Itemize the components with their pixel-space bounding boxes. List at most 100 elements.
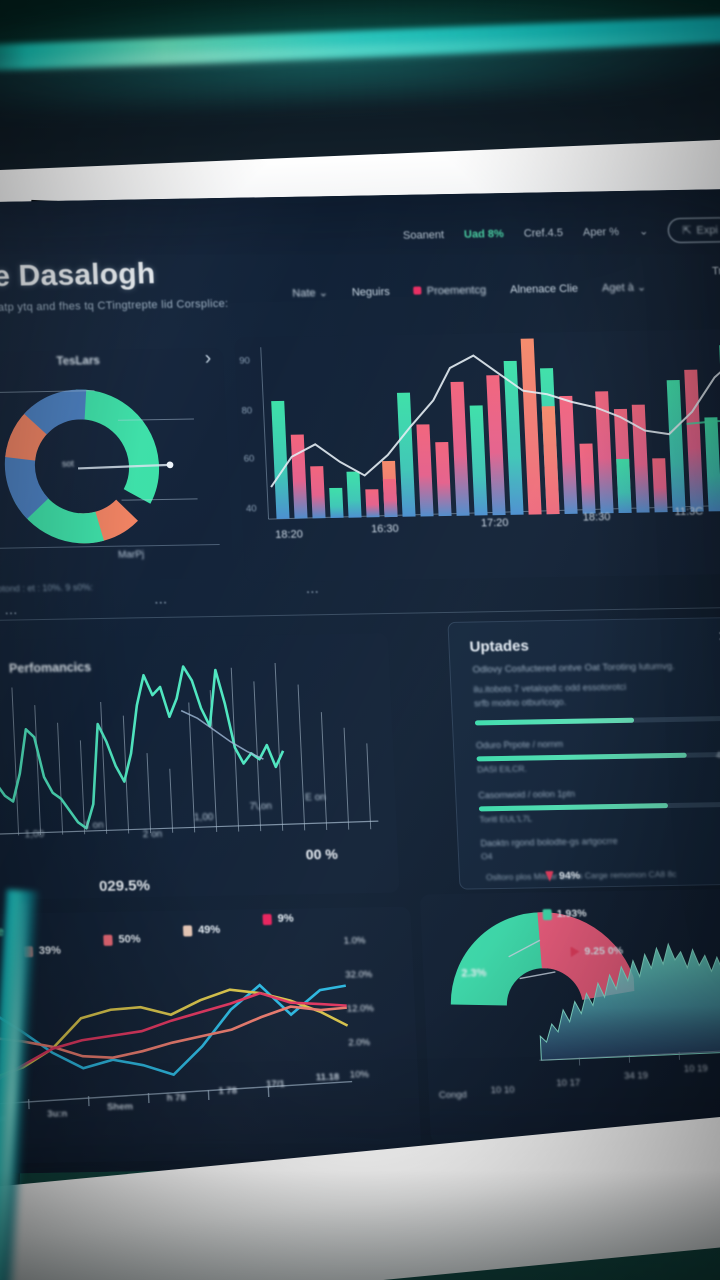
bar-x-tick-0: 18:20 (275, 528, 304, 541)
legend-item-3[interactable]: 9% (262, 913, 294, 926)
bar-x-tick-3: 18:30 (582, 511, 611, 524)
updates-panel-subtitle: Odlovy Cosfuctered ontve Oat Toroting lu… (472, 660, 675, 676)
gauge-chart-card: 94% 2.3% 1.93% (419, 870, 720, 1145)
subnav-item-0[interactable]: Nate ⌄ (292, 287, 329, 300)
top-navigation: Soanent Uad 8% Cref.4.5 Aper % ⌄ ⇱ Expi (402, 217, 720, 248)
updates-row-label: Daoktn rgond bolodte-gs artgocrre (480, 835, 618, 849)
chevron-down-icon[interactable]: ⌄ (638, 225, 649, 238)
multiline-x-tick-6: 11.18 (315, 1071, 340, 1084)
bar-y-tick-0: 90 (239, 355, 251, 367)
topnav-item-2[interactable]: Cref.4.5 (523, 226, 564, 240)
subnav-item-1[interactable]: Neguirs (351, 285, 391, 299)
gauge-x-tick-2: 10 17 (556, 1077, 581, 1089)
topnav-item-0[interactable]: Soanent (402, 228, 445, 242)
gauge-x-tick-0: Congd (438, 1089, 468, 1101)
bar-x-tick-4: 11:3C (674, 505, 704, 519)
performance-chart-card: Perfomancics uing (0, 633, 400, 902)
performance-x-tick-4: 1,00 (193, 812, 214, 824)
donut-caption: ght Taulserotond : et : 10%. 9 s0%: (0, 582, 94, 595)
chevron-down-icon: ⌄ (636, 281, 647, 294)
updates-lead-line-2: srfb modno otburlcogo. (473, 696, 567, 709)
status-dot-icon (413, 285, 422, 295)
chevron-right-icon[interactable]: › (204, 348, 212, 370)
multiline-right-tick-2: 12.0% (346, 1003, 375, 1015)
updates-row-note: Toritl EUL'L7L (479, 813, 533, 825)
square-icon (262, 913, 272, 925)
updates-panel: Uptades ✕ Odlovy Cosfuctered ontve Oat T… (447, 616, 720, 890)
dashboard: tace Dasalogh s trathdi atp ytq and fhes… (0, 189, 720, 1175)
legend-item-2[interactable]: 49% (182, 924, 220, 937)
progress-fill (476, 752, 687, 762)
gauge-x-tick-4: 10 19 (683, 1063, 708, 1075)
bar-y-tick-3: 40 (245, 503, 257, 515)
performance-secondary-value: 00 % (305, 845, 339, 863)
topnav-item-3[interactable]: Aper % (582, 225, 620, 239)
subnav-right-label[interactable]: Trvelch (711, 264, 720, 278)
bar-y-tick-2: 60 (243, 453, 255, 465)
bar-x-tick-2: 17:20 (480, 516, 509, 530)
multiline-right-tick-0: 1.0% (343, 935, 366, 947)
multiline-chart-card: Performanice 39% 50% 49% 9% Ben (0, 906, 422, 1166)
donut-card-title: TesLars (56, 355, 101, 368)
gauge-segment-label: 2.3% (461, 967, 487, 980)
kebab-menu-icon[interactable]: ⋯ (305, 584, 322, 600)
donut-center-label: sot (61, 458, 75, 469)
shield-icon (103, 934, 113, 946)
kebab-menu-icon[interactable]: ⋯ (4, 605, 20, 621)
progress-fill (478, 803, 669, 812)
updates-panel-footer: Osltoro plos Mitoar Lutins Carge remomon… (485, 868, 677, 883)
bar-y-tick-1: 80 (241, 405, 253, 417)
updates-row: Casomwoid / oolon 1ptn 9 % Toritl EUL'L7… (478, 786, 720, 824)
export-button-label: Expi (696, 223, 719, 237)
topnav-item-1[interactable]: Uad 8% (463, 227, 505, 241)
gauge-indicator-0: 1.93% (542, 907, 587, 920)
bar-x-tick-1: 16:30 (370, 522, 399, 536)
square-icon (542, 908, 553, 920)
monitor-screen: tace Dasalogh s trathdi atp ytq and fhes… (0, 188, 720, 1176)
updates-row (474, 710, 720, 726)
progress-fill (474, 717, 634, 726)
gauge-x-tick-1: 10 10 (490, 1084, 515, 1097)
updates-row-label: Oduro Prpote / nornm (475, 738, 564, 751)
updates-panel-title: Uptades (469, 637, 530, 656)
bar-chart (260, 338, 720, 520)
page-title: tace Dasalogh (0, 257, 157, 294)
performance-line-chart (0, 662, 379, 839)
kebab-menu-icon[interactable]: ⋯ (153, 594, 170, 611)
export-button[interactable]: ⇱ Expi (667, 217, 720, 244)
updates-row-note: O4 (480, 851, 493, 862)
subnav-item-4[interactable]: Aget à ⌄ (601, 281, 647, 295)
subnav-item-3[interactable]: Alnenace Clie (509, 282, 579, 296)
gauge-x-tick-3: 34 19 (623, 1070, 649, 1082)
performance-x-tick-3: 2 on (142, 828, 163, 841)
legend-item-1[interactable]: 50% (103, 933, 141, 946)
donut-chart (4, 389, 174, 544)
spark-area-chart (539, 942, 720, 1066)
multiline-right-tick-1: 32.0% (345, 969, 373, 981)
donut-axis-label: MarPj (117, 549, 145, 561)
performance-x-tick-1: 1,00 (24, 828, 45, 841)
export-icon: ⇱ (682, 224, 692, 237)
updates-lead-line-1: ilu.itobots 7 vetalopdtc odd essotorotci (473, 681, 627, 695)
donut-card-header: ‹ TesLars › (0, 348, 224, 375)
updates-row-label: Casomwoid / oolon 1ptn (478, 788, 576, 801)
multiline-x-tick-1: 3u:n (47, 1108, 68, 1120)
donut-chart-card: ‹ TesLars › sot (0, 347, 234, 595)
multiline-x-tick-3: h 78 (166, 1092, 186, 1104)
updates-row: Daoktn rgond bolodte-gs artgocrre O4 (480, 834, 720, 861)
progress-track (474, 715, 720, 726)
performance-primary-value: 029.5% (98, 877, 151, 895)
multiline-right-tick-4: 10% (349, 1069, 370, 1081)
multiline-x-tick-4: 1 78 (218, 1085, 238, 1097)
gauge-indicator-2: 94% (545, 870, 580, 883)
gauge-chart (450, 912, 640, 1101)
updates-row: Oduro Prpote / nornm 41 % DASI EILCR. (476, 736, 720, 774)
chevron-down-icon: ⌄ (318, 287, 329, 300)
performance-x-tick-2: 1 on (84, 819, 104, 832)
sub-navigation: Nate ⌄ Neguirs Proementcg Alnenace Clie … (292, 281, 646, 300)
performance-x-tick-6: E on (304, 792, 327, 804)
bar-chart-card: 90 80 60 40 18:20 16:30 17:20 18:30 11:3… (234, 328, 720, 583)
subnav-item-2[interactable]: Proementcg (413, 284, 486, 297)
page-subtitle: s trathdi atp ytq and fhes tq CTingtrept… (0, 297, 229, 315)
